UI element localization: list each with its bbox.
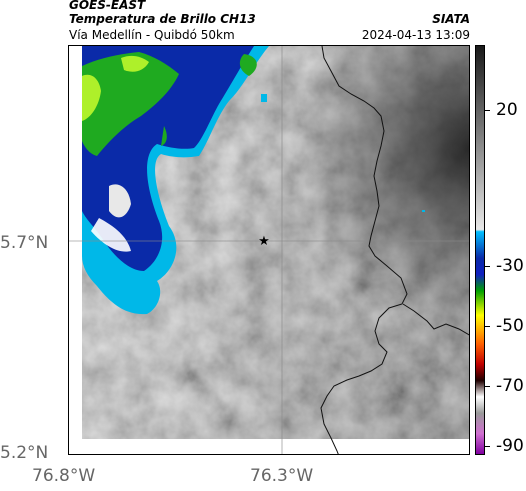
colorbar-tick xyxy=(485,266,490,267)
organization-label: SIATA xyxy=(432,12,470,26)
colorbar-tick xyxy=(485,326,490,327)
lon-label-76-3: 76.3°W xyxy=(250,466,314,486)
lon-label-76-8: 76.8°W xyxy=(32,466,96,486)
colorbar-label-minus90: -90 xyxy=(496,436,524,456)
region-subtitle: Vía Medellín - Quibdó 50km xyxy=(69,28,235,42)
department-border-east xyxy=(402,303,469,336)
colorbar-label-20: 20 xyxy=(496,100,518,120)
satellite-map: ★ xyxy=(68,45,470,455)
colorbar-tick xyxy=(485,110,490,111)
department-border xyxy=(320,46,408,454)
cloud-green-region xyxy=(82,52,179,156)
satellite-title: GOES-EAST xyxy=(69,0,146,12)
colorbar-tick xyxy=(485,386,490,387)
brightness-temperature-image: ★ xyxy=(69,46,469,454)
colorbar-label-minus70: -70 xyxy=(496,376,524,396)
lat-label-5-2: 5.2°N xyxy=(0,443,49,463)
colorbar-label-minus30: -30 xyxy=(496,256,524,276)
product-title: Temperatura de Brillo CH13 xyxy=(69,12,256,26)
lat-label-5-7: 5.7°N xyxy=(0,233,49,253)
timestamp-label: 2024-04-13 13:09 xyxy=(361,28,470,42)
colorbar xyxy=(475,45,485,455)
cloud-lime-region xyxy=(82,74,101,121)
colorbar-tick xyxy=(485,446,490,447)
location-star-marker: ★ xyxy=(258,234,270,249)
colorbar-label-minus50: -50 xyxy=(496,316,524,336)
